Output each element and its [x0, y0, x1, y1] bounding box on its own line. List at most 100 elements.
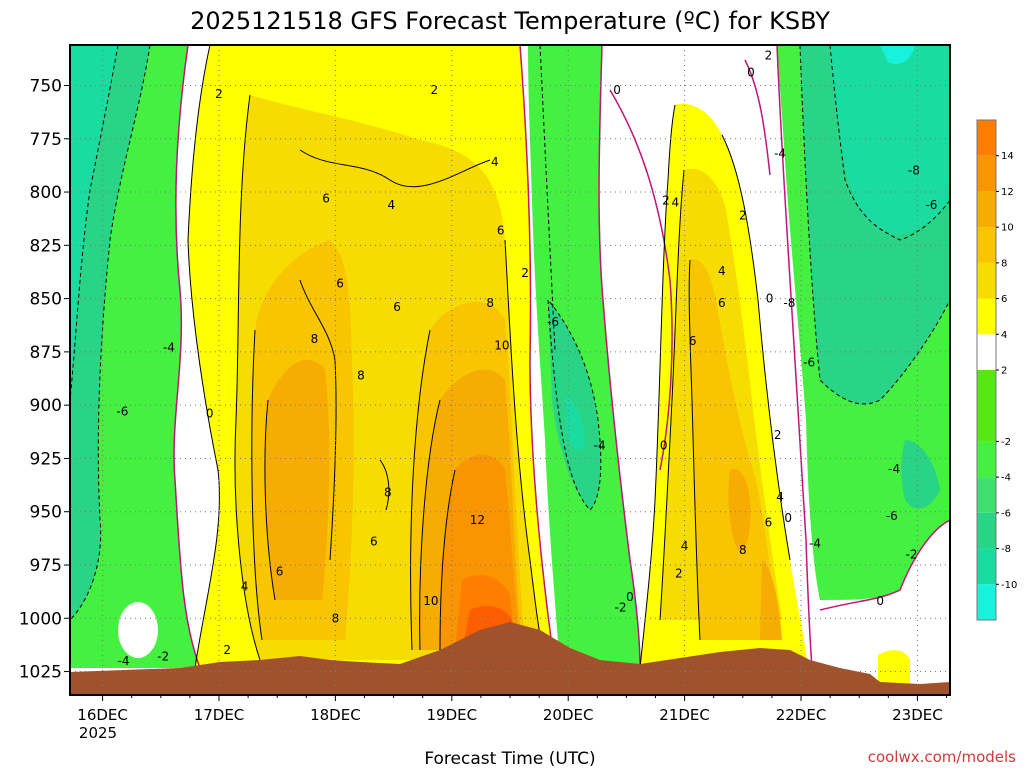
contour-line-14: [299, 279, 337, 561]
x-tick-label-18DEC: 18DEC: [310, 706, 361, 724]
x-tick-label-17DEC: 17DEC: [194, 706, 245, 724]
contour-label: 8: [384, 486, 392, 500]
contour-label: 2: [739, 208, 747, 222]
contour-label: 0: [613, 83, 621, 97]
contour-label: -2: [615, 601, 627, 615]
contour-label: 4: [241, 579, 249, 593]
contour-line-5: [504, 239, 546, 661]
zero-contour-a: [173, 45, 201, 669]
y-tick-label-775: 775: [30, 130, 62, 150]
colorbar-label: 14: [1001, 151, 1014, 162]
cold-region-left-deep: [70, 45, 118, 400]
contour-label: 0: [660, 439, 668, 453]
contour-label: 4: [776, 490, 784, 504]
contour-label: 2: [675, 567, 683, 581]
plot-area: -4 -2-6-40246266886884624681012102-6-4-20…: [70, 45, 950, 695]
contour-dashed-3: [547, 299, 602, 511]
credit-link[interactable]: coolwx.com/models: [868, 748, 1016, 766]
warm-plume-21-core: [689, 259, 778, 640]
y-tick-label-825: 825: [30, 236, 62, 256]
contour-label: 8: [311, 332, 319, 346]
contour-label: 2: [662, 194, 670, 208]
contour-label: 8: [739, 543, 747, 557]
contour-label: -8: [908, 164, 920, 178]
colorbar-swatch: [977, 584, 996, 620]
colorbar-swatch: [977, 155, 996, 192]
x-tick-label-19DEC: 19DEC: [427, 706, 478, 724]
x-axis: 16DEC 17DEC 18DEC 19DEC 20DEC 21DEC 22DEC 23DEC: [77, 695, 948, 724]
colorbar-label: -4: [1001, 473, 1011, 484]
y-tick-label-900: 900: [30, 396, 62, 416]
chart-title: 2025121518 GFS Forecast Temperature (ºC)…: [190, 7, 830, 35]
x-tick-label-22DEC: 22DEC: [776, 706, 827, 724]
contour-label: 10: [494, 338, 509, 352]
x-tick-label-16DEC: 16DEC: [77, 706, 128, 724]
contour-label: 6: [765, 515, 773, 529]
zero-contour-g: [744, 59, 771, 176]
contour-label: 6: [393, 300, 401, 314]
contour-line-4: [264, 399, 276, 601]
contour-label: 6: [336, 277, 344, 291]
x-tick-label-20DEC: 20DEC: [543, 706, 594, 724]
contour-label: 4: [718, 264, 726, 278]
colorbar-label: 8: [1001, 258, 1007, 269]
cold-region-right-low: [901, 440, 940, 509]
y-tick-label-800: 800: [30, 183, 62, 203]
colorbar-swatch: [977, 334, 996, 370]
colorbar-swatch: [977, 298, 996, 335]
contour-line-8: [439, 469, 456, 651]
contour-label: 4: [387, 198, 395, 212]
colorbar-label: 6: [1001, 294, 1007, 305]
contour-label: -4: [163, 341, 175, 355]
contour-label: 0: [784, 511, 792, 525]
contour-labels: -4 -2-6-40246266886884624681012102-6-4-20…: [116, 49, 937, 668]
colorbar-swatch: [977, 441, 996, 478]
colorbar-swatch: [977, 370, 996, 442]
contour-label: 4: [671, 196, 679, 210]
colorbar-swatch: [977, 227, 996, 263]
y-tick-label-1025: 1025: [19, 663, 62, 683]
contour-label: 6: [370, 535, 378, 549]
contour-line-3: [251, 329, 263, 641]
contour-label: 4: [491, 155, 499, 169]
contour-label: 8: [486, 296, 494, 310]
contour-line-13: [299, 149, 491, 188]
contour-line-6: [410, 329, 431, 651]
zero-contour-e: [776, 45, 813, 669]
contour-dashed-4: [799, 45, 950, 405]
colorbar-label: 10: [1001, 223, 1014, 234]
contour-dashed-6: [539, 45, 556, 351]
colorbar-label: -10: [1001, 580, 1017, 591]
grid: [70, 45, 950, 695]
colorbar-swatch: [977, 477, 996, 513]
colorbar-swatch: [977, 548, 996, 585]
cold-region-right-deep: [830, 45, 950, 234]
warm-pocket-left: [118, 602, 158, 658]
colorbar-label: 12: [1001, 187, 1014, 198]
contour-label: 0: [876, 594, 884, 608]
contour-label: 2: [215, 87, 223, 101]
contour-label: -6: [547, 315, 559, 329]
contour-label: 6: [497, 223, 505, 237]
contour-label: 6: [276, 564, 284, 578]
contour-label: -4: [809, 537, 821, 551]
positive-contours: [187, 45, 791, 669]
contour-label: 6: [689, 334, 697, 348]
cold-trough-20-deep: [565, 395, 585, 450]
y-tick-label-750: 750: [30, 76, 62, 96]
contour-label: -6: [803, 356, 815, 370]
contour-label: -2: [906, 547, 918, 561]
colorbar-label: 4: [1001, 330, 1007, 341]
contour-label: 6: [322, 191, 330, 205]
colorbar-swatch: [977, 120, 996, 156]
contour-label: -4: [774, 147, 786, 161]
contour-label: 8: [357, 368, 365, 382]
colorbar: -10 -8 -6 -4 -2 2 4 6 8 10 12 14: [976, 119, 1017, 621]
contour-line-11: [688, 259, 701, 641]
contour-line-12: [721, 134, 791, 561]
contour-label: 2: [765, 49, 773, 63]
y-tick-label-975: 975: [30, 556, 62, 576]
colorbar-label: 2: [1001, 366, 1007, 377]
y-tick-label-875: 875: [30, 343, 62, 363]
zero-contours: [173, 45, 950, 669]
